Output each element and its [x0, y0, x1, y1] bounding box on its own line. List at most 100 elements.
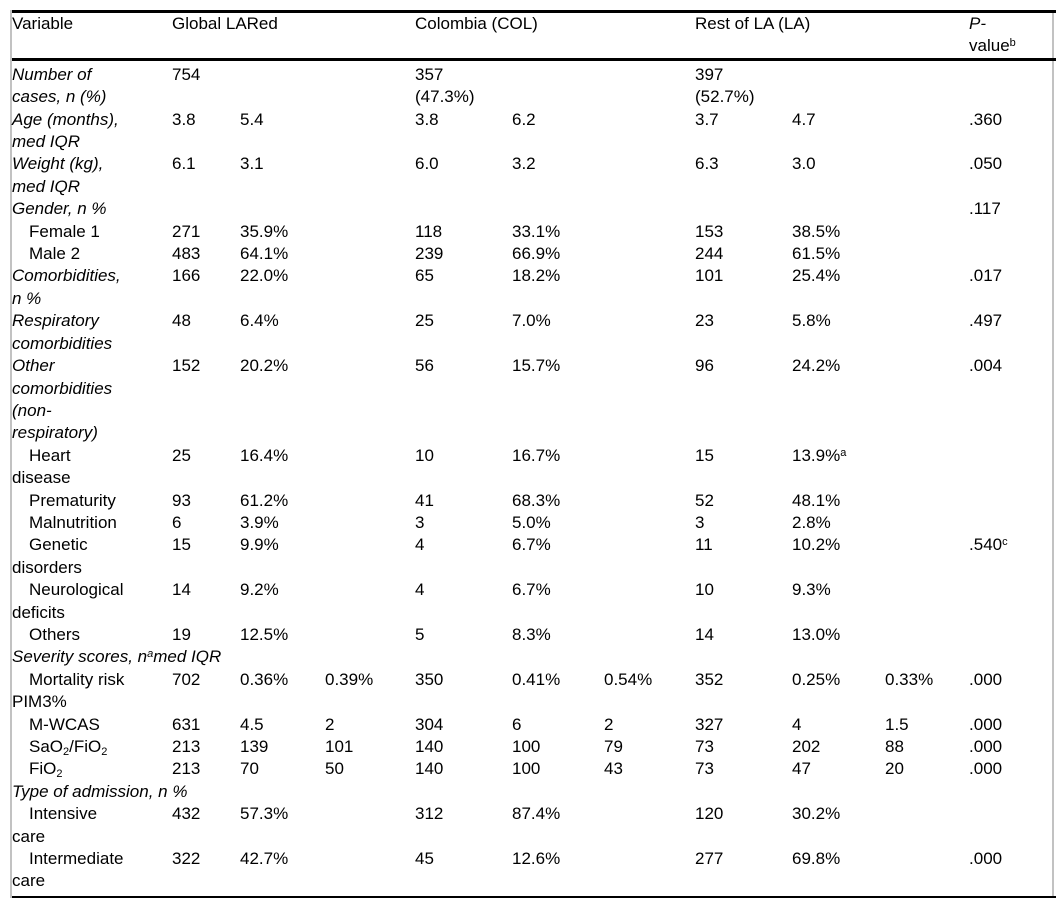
data-cell: 10.2% [792, 535, 841, 555]
data-cell: 754 [172, 64, 201, 84]
variable-label: Gender, n % [12, 199, 107, 219]
p-value-cell [969, 221, 1056, 243]
variable-label: Intermediate care [12, 849, 124, 891]
data-cell: 120 [695, 804, 724, 824]
data-cell: 3.2 [512, 154, 536, 174]
data-cell: 6 [172, 512, 182, 532]
variable-label: FiO2 [29, 759, 63, 781]
data-cell: 6.4% [240, 311, 279, 331]
data-cell [325, 355, 415, 445]
data-cell [325, 445, 415, 490]
data-cell: 57.3% [240, 804, 289, 824]
data-cell: 4.7 [792, 109, 816, 129]
data-cell: 5.8% [792, 311, 831, 331]
table-row: Malnutrition 6 3.9% 3 5.0% 3 2.8% [12, 512, 1056, 534]
data-cell [885, 153, 969, 198]
data-cell: 118 [415, 221, 443, 241]
table-row: SaO2/FiO2 213 139 101 140 100 79 73 202 88 .000 [12, 736, 1056, 758]
data-cell [792, 59, 885, 108]
variable-label: Neurological deficits [12, 580, 124, 622]
data-cell: 5 [415, 624, 425, 644]
p-value-cell: .000 [969, 759, 1003, 779]
data-cell: 5.0% [512, 512, 551, 532]
data-cell [695, 781, 792, 803]
column-header-p-value: P-valueb [969, 11, 1057, 61]
table-row: FiO2 213 70 50 140 100 43 73 47 20 .000 [12, 758, 1056, 780]
table-row: Prematurity 93 61.2% 41 68.3% 52 48.1% [12, 490, 1056, 512]
data-cell: 397 (52.7%) [695, 64, 755, 107]
data-cell: 166 [172, 266, 201, 286]
table-row: Comorbidities, n % 166 22.0% 65 18.2% 101 25.4%… [12, 265, 1056, 310]
data-cell: 3.9% [240, 512, 279, 532]
data-cell: 52 [695, 490, 714, 510]
variable-label: Female 1 [29, 221, 100, 241]
data-cell: 9.9% [240, 535, 279, 555]
data-cell: 15.7% [512, 356, 561, 376]
data-cell [604, 153, 695, 198]
table-row: Mortality risk PIM3% 702 0.36% 0.39% 350 0.41%… [12, 669, 1056, 714]
variable-label: SaO2/FiO2 [29, 737, 108, 758]
data-cell [885, 265, 969, 310]
data-cell: 12.6% [512, 849, 561, 869]
p-value-cell: .000 [969, 669, 1003, 689]
data-cell [172, 198, 240, 220]
data-cell: 0.54% [604, 669, 653, 689]
data-cell: 271 [172, 221, 201, 241]
data-cell: 20.2% [240, 356, 289, 376]
data-cell: 64.1% [240, 244, 289, 264]
p-value-cell [969, 445, 1056, 490]
table-header: Variable Global LARed Colombia (COL) Res… [12, 11, 1057, 61]
data-cell [604, 221, 695, 243]
p-value-cell: .000 [969, 737, 1003, 756]
baseline-characteristics-table: Variable Global LARed Colombia (COL) Res… [12, 10, 1057, 898]
data-cell: 312 [415, 804, 444, 824]
variable-label: Age (months), med IQR [12, 109, 119, 152]
p-value-cell: .540c [969, 535, 1008, 555]
table-row: Female 1 271 35.9% 118 33.1% 153 38.5% [12, 221, 1056, 243]
data-cell: 304 [415, 714, 444, 734]
variable-label: Severity scores, named IQR [12, 647, 222, 667]
data-cell [885, 512, 969, 534]
data-cell: 100 [512, 759, 541, 779]
data-cell [604, 646, 695, 668]
table-row: Male 2 483 64.1% 239 66.9% 244 61.5% [12, 243, 1056, 265]
data-cell: 352 [695, 669, 724, 689]
variable-label: Malnutrition [29, 512, 117, 532]
data-cell [604, 512, 695, 534]
data-cell [885, 59, 969, 108]
data-cell [240, 646, 325, 668]
variable-label: Comorbidities, n % [12, 266, 121, 308]
data-cell: 19 [172, 624, 191, 644]
data-cell: 6.3 [695, 154, 719, 174]
data-cell [604, 848, 695, 897]
p-value-cell [969, 624, 1056, 646]
data-cell [885, 534, 969, 579]
table-row: Gender, n % .117 [12, 198, 1056, 220]
data-cell: 202 [792, 737, 821, 756]
data-cell: 73 [695, 737, 714, 756]
data-cell: 3.1 [240, 154, 264, 174]
data-cell: 213 [172, 759, 201, 779]
data-cell: 2 [604, 714, 614, 734]
table-row: Neurological deficits 14 9.2% 4 6.7% 10 9.3% [12, 579, 1056, 624]
data-cell [415, 781, 512, 803]
p-value-cell: .360 [969, 109, 1003, 129]
p-value-cell [969, 490, 1056, 512]
table-row: Intermediate care 322 42.7% 45 12.6% 277 69.8%.… [12, 848, 1056, 897]
data-cell: 100 [512, 737, 541, 756]
table-row: Respiratory comorbidities 48 6.4% 25 7.0% 23 5.… [12, 310, 1056, 355]
p-value-cell [969, 579, 1056, 624]
p-value-cell: .004 [969, 356, 1003, 376]
variable-label: Genetic disorders [12, 535, 88, 577]
variable-label: Male 2 [29, 244, 81, 264]
data-cell [325, 534, 415, 579]
data-cell [325, 848, 415, 897]
data-cell: 30.2% [792, 804, 841, 824]
data-cell: 3.0 [792, 154, 816, 174]
data-cell [325, 243, 415, 265]
data-cell [695, 198, 792, 220]
data-cell: 20 [885, 759, 904, 779]
data-cell: 38.5% [792, 221, 841, 241]
data-cell: 45 [415, 849, 434, 869]
